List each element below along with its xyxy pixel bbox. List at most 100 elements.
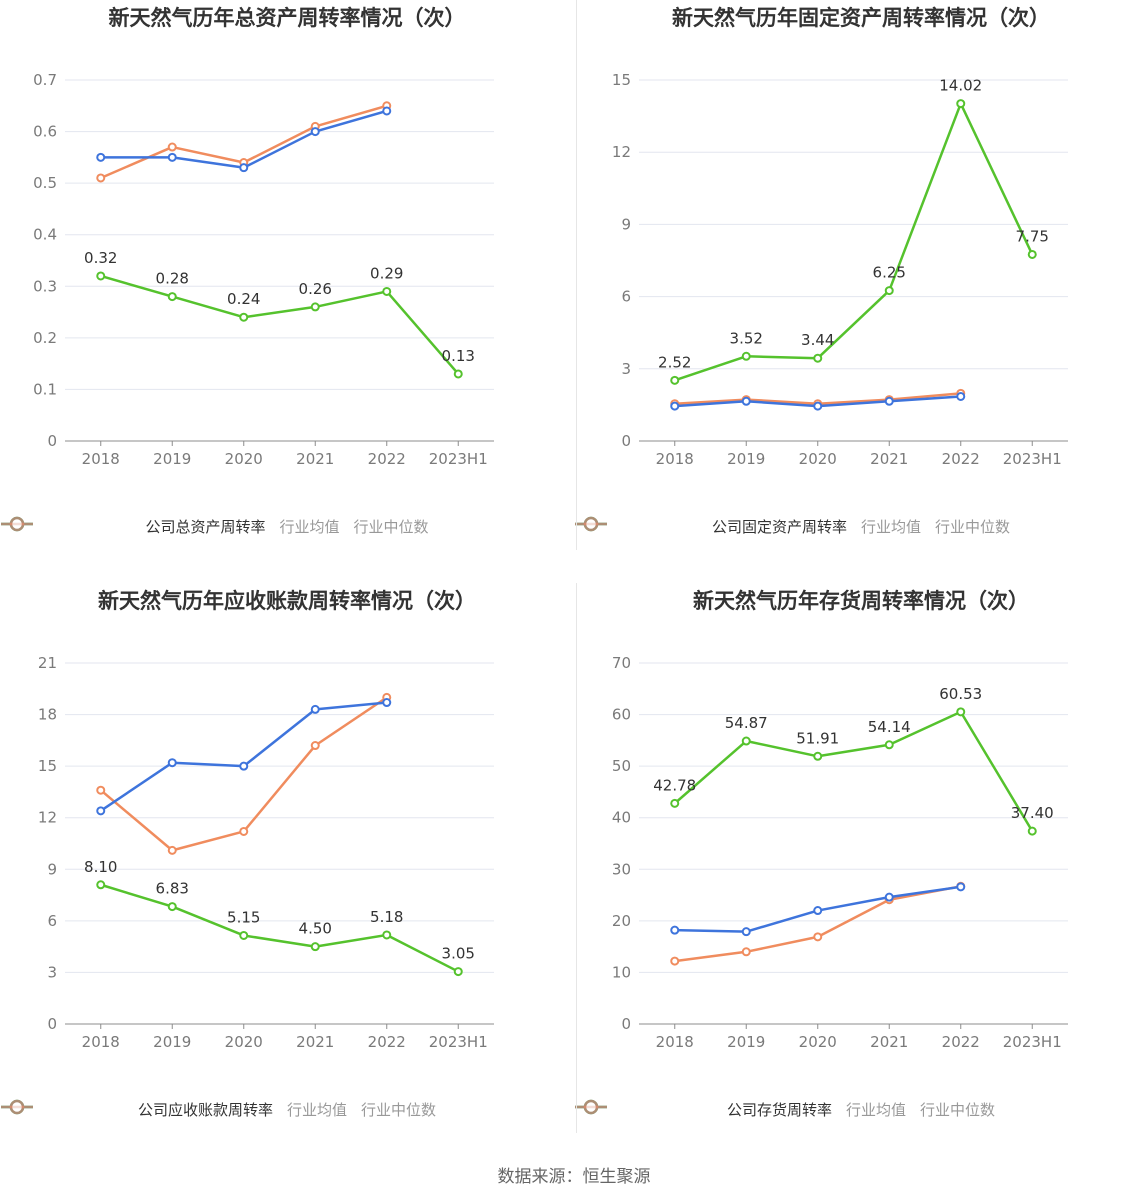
data-point[interactable] (239, 930, 249, 940)
y-tick-label: 12 (38, 809, 57, 827)
data-point[interactable] (382, 106, 392, 116)
data-point[interactable] (382, 698, 392, 708)
data-point[interactable] (884, 396, 894, 406)
data-point[interactable] (956, 391, 966, 401)
data-point[interactable] (813, 932, 823, 942)
data-point[interactable] (382, 930, 392, 940)
data-point[interactable] (670, 375, 680, 385)
x-tick-label: 2021 (870, 450, 908, 468)
data-point[interactable] (453, 369, 463, 379)
legend-marker-industry-median (1, 1099, 33, 1115)
legend-item-company[interactable]: 公司应收账款周转率 (1, 1099, 273, 1120)
series-line (100, 274, 460, 375)
chart-plot: 0 0.1 0.2 0.3 0.4 0.5 0.6 0.7 2018 2019 2020 2021 20… (33, 71, 494, 468)
series-company: 2.52 3.52 3.44 6.25 14.02 7.75 (658, 77, 1049, 385)
x-tick-label: 2018 (82, 1033, 120, 1051)
data-point[interactable] (310, 741, 320, 751)
data-point[interactable] (167, 292, 177, 302)
data-point[interactable] (310, 127, 320, 137)
y-tick-label: 21 (38, 654, 57, 672)
data-point[interactable] (741, 736, 751, 746)
legend-label-industry-median: 行业中位数 (920, 1101, 996, 1119)
legend-label-industry-average: 行业均值 (286, 1101, 347, 1119)
data-point[interactable] (96, 880, 106, 890)
data-point[interactable] (1027, 249, 1037, 259)
legend-item-industry-average[interactable]: 行业均值 (1, 516, 340, 537)
data-point[interactable] (239, 826, 249, 836)
panel-divider (576, 0, 577, 550)
data-point[interactable] (167, 142, 177, 152)
y-tick-label: 40 (612, 809, 631, 827)
data-point[interactable] (741, 927, 751, 937)
data-point[interactable] (239, 312, 249, 322)
data-point[interactable] (670, 925, 680, 935)
data-label: 51.91 (796, 729, 839, 747)
data-point[interactable] (1027, 826, 1037, 836)
legend: 公司应收账款周转率 行业均值 行业中位数 (0, 1099, 574, 1120)
data-point[interactable] (239, 761, 249, 771)
data-point[interactable] (167, 845, 177, 855)
legend-item-industry-average[interactable]: 行业均值 (1, 1099, 347, 1120)
legend-marker-industry-median (575, 516, 607, 532)
chart-plot: 0 10 20 30 40 50 60 70 2018 2019 2020 2021 2022 2023H… (612, 654, 1068, 1051)
legend-item-industry-median[interactable]: 行业中位数 (1, 1099, 436, 1120)
legend-dot (9, 516, 25, 532)
data-point[interactable] (382, 286, 392, 296)
data-point[interactable] (96, 152, 106, 162)
data-point[interactable] (96, 271, 106, 281)
legend-item-company[interactable]: 公司固定资产周转率 (575, 516, 847, 537)
y-tick-label: 0.2 (33, 329, 57, 347)
data-point[interactable] (741, 351, 751, 361)
legend-item-industry-median[interactable]: 行业中位数 (575, 1099, 996, 1120)
series-industry-average (670, 882, 966, 937)
data-point[interactable] (167, 902, 177, 912)
x-tick-label: 2022 (368, 450, 406, 468)
data-point[interactable] (956, 882, 966, 892)
data-point[interactable] (96, 785, 106, 795)
legend-label-industry-average: 行业均值 (860, 518, 921, 536)
legend-item-industry-median[interactable]: 行业中位数 (1, 516, 429, 537)
data-point[interactable] (167, 758, 177, 768)
data-point[interactable] (670, 401, 680, 411)
legend-item-company[interactable]: 公司总资产周转率 (1, 516, 265, 537)
data-label: 0.13 (442, 347, 475, 365)
data-point[interactable] (310, 942, 320, 952)
legend-item-industry-average[interactable]: 行业均值 (575, 1099, 906, 1120)
data-point[interactable] (884, 892, 894, 902)
data-point[interactable] (741, 947, 751, 957)
x-tick-label: 2021 (296, 450, 334, 468)
data-point[interactable] (310, 704, 320, 714)
legend-item-industry-average[interactable]: 行业均值 (575, 516, 921, 537)
data-point[interactable] (884, 740, 894, 750)
legend-item-industry-median[interactable]: 行业中位数 (575, 516, 1010, 537)
legend-item-company[interactable]: 公司存货周转率 (575, 1099, 832, 1120)
y-tick-label: 0 (47, 432, 57, 450)
data-label: 0.24 (227, 290, 260, 308)
data-point[interactable] (813, 751, 823, 761)
data-point[interactable] (453, 967, 463, 977)
data-point[interactable] (96, 806, 106, 816)
x-tick-label: 2019 (153, 450, 191, 468)
chart-title: 新天然气历年应收账款周转率情况（次） (98, 589, 476, 613)
data-point[interactable] (741, 396, 751, 406)
data-point[interactable] (670, 956, 680, 966)
legend-label-industry-average: 行业均值 (845, 1101, 906, 1119)
x-tick-label: 2021 (870, 1033, 908, 1051)
data-point[interactable] (813, 401, 823, 411)
legend-marker-industry-median (1, 516, 33, 532)
y-tick-label: 15 (612, 71, 631, 89)
data-point[interactable] (813, 906, 823, 916)
data-point[interactable] (813, 353, 823, 363)
data-point[interactable] (167, 152, 177, 162)
data-point[interactable] (670, 798, 680, 808)
x-tick-label: 2023H1 (1003, 1033, 1062, 1051)
data-point[interactable] (884, 286, 894, 296)
series-company: 8.10 6.83 5.15 4.50 5.18 3.05 (84, 858, 475, 977)
data-point[interactable] (96, 173, 106, 183)
data-point[interactable] (310, 302, 320, 312)
data-point[interactable] (239, 163, 249, 173)
y-tick-label: 0.6 (33, 123, 57, 141)
series-industry-median (96, 692, 392, 855)
data-point[interactable] (956, 99, 966, 109)
data-point[interactable] (956, 707, 966, 717)
